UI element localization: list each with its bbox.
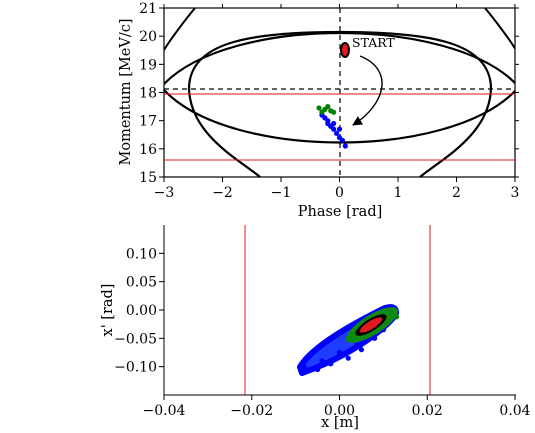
x-tick-label: 3 — [511, 185, 520, 201]
data-point — [342, 143, 348, 149]
data-point — [322, 115, 328, 121]
data-point — [328, 361, 334, 367]
data-point — [331, 126, 337, 132]
y-tick-label: 17 — [139, 114, 157, 130]
y-tick-label: 16 — [139, 142, 157, 158]
data-point — [331, 120, 337, 127]
start-annotation: START — [352, 35, 395, 50]
data-point — [345, 355, 351, 361]
y-tick-label: 0.00 — [126, 303, 157, 319]
x-tick-label: 0.02 — [412, 403, 443, 419]
data-point — [354, 341, 360, 347]
top-tick-group: −3 −2 −1 0 1 2 3 15 16 17 18 19 20 21 — [139, 1, 519, 201]
y-tick-label: 15 — [139, 170, 157, 186]
x-tick-label: −0.04 — [143, 403, 186, 419]
x-tick-label: 0.04 — [499, 403, 530, 419]
data-point — [319, 358, 325, 364]
x-tick-label: −3 — [154, 185, 175, 201]
y-tick-label: 18 — [139, 86, 157, 102]
separatrix-top-left — [164, 8, 196, 51]
start-arrow — [352, 55, 383, 126]
separatrix-top-right — [484, 8, 515, 51]
data-point — [331, 109, 337, 115]
data-point — [316, 105, 322, 111]
y-tick-label: 0.10 — [126, 246, 157, 262]
separatrix-inner — [187, 30, 493, 177]
y-tick-label: 19 — [139, 57, 157, 73]
x-tick-label: −2 — [212, 185, 233, 201]
x-tick-label: −0.02 — [230, 403, 273, 419]
x-tick-label: 0 — [335, 185, 344, 201]
data-point — [358, 347, 365, 353]
y-tick-label: 20 — [139, 29, 157, 45]
top-x-axis-label: Phase [rad] — [298, 204, 383, 220]
start-ellipse — [340, 42, 350, 58]
y-tick-label: 0.05 — [126, 275, 157, 291]
data-point — [336, 126, 343, 132]
red-core — [359, 317, 383, 333]
data-point — [325, 120, 331, 127]
data-point — [372, 335, 378, 341]
top-scatter-points — [316, 46, 348, 149]
data-point — [336, 349, 343, 356]
data-point — [301, 364, 307, 370]
data-point — [325, 103, 331, 110]
separatrix-outer — [164, 32, 515, 144]
top-panel: −3 −2 −1 0 1 2 3 15 16 17 18 19 20 21 START Phase [ra… — [118, 1, 519, 220]
top-y-axis-label: Momentum [MeV/c] — [118, 19, 134, 166]
y-tick-label: −0.10 — [114, 360, 157, 376]
data-point — [319, 109, 325, 115]
x-tick-label: −1 — [271, 185, 292, 201]
x-tick-label: 2 — [452, 185, 461, 201]
x-tick-label: 0.00 — [324, 403, 355, 419]
bottom-y-axis-label: x' [rad] — [100, 284, 116, 337]
data-point — [333, 130, 340, 136]
data-point — [339, 137, 346, 143]
bottom-x-axis-label: x [m] — [321, 415, 359, 431]
bottom-tick-group: −0.04 −0.02 0.00 0.02 0.04 −0.10 −0.05 0.00 0.05… — [114, 246, 531, 419]
y-tick-label: −0.05 — [114, 331, 157, 347]
bottom-panel: −0.04 −0.02 0.00 0.02 0.04 −0.10 −0.05 0.00 0.05… — [100, 225, 531, 431]
x-tick-label: 1 — [394, 185, 403, 201]
y-tick-label: 21 — [139, 1, 157, 17]
data-point — [314, 366, 321, 373]
